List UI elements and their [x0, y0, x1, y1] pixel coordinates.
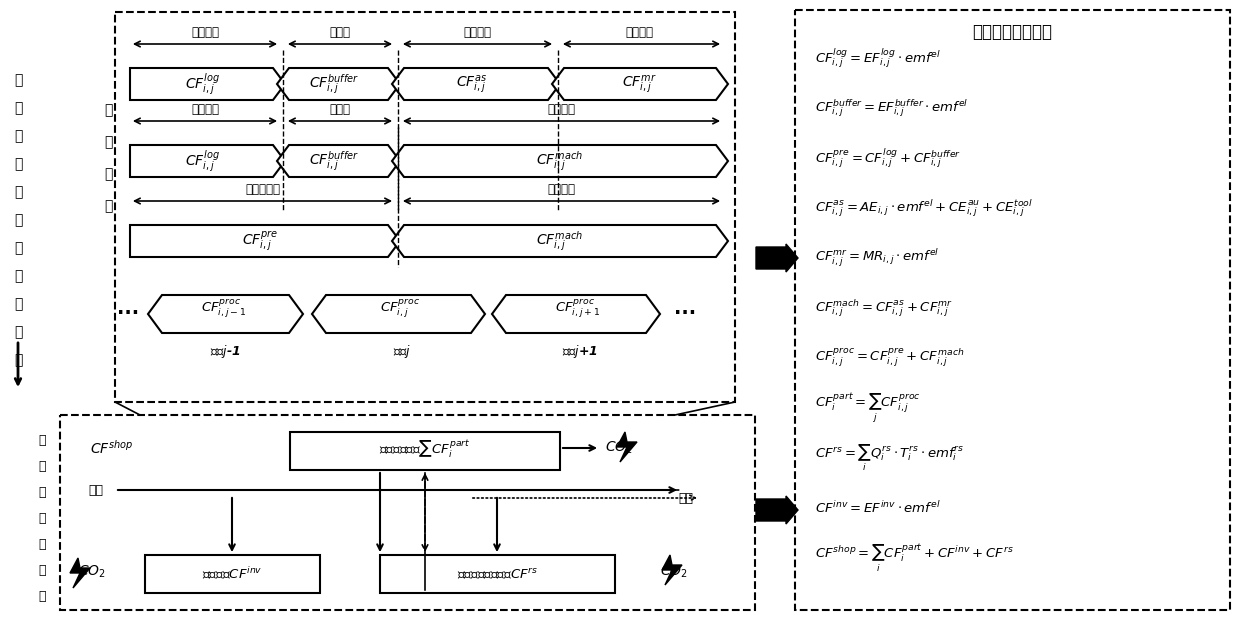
- Text: 缓存区: 缓存区: [330, 26, 351, 39]
- Text: $CF^{log}_{i,j} = EF^{log}_{i,j} \cdot emf^{el}$: $CF^{log}_{i,j} = EF^{log}_{i,j} \cdot e…: [815, 46, 941, 70]
- Text: 低: 低: [14, 353, 22, 367]
- Polygon shape: [662, 555, 682, 585]
- Text: $CF^{buffer}_{i,j}$: $CF^{buffer}_{i,j}$: [309, 149, 360, 173]
- Bar: [60, 415, 755, 610]
- Text: 物流过程: 物流过程: [191, 103, 219, 116]
- Text: 能源: 能源: [88, 483, 103, 497]
- Text: 零件加工过程$\sum CF^{part}_i$: 零件加工过程$\sum CF^{part}_i$: [379, 438, 471, 460]
- Text: $CF^{part}_{i} = \sum_{j} CF^{proc}_{i,j}$: $CF^{part}_{i} = \sum_{j} CF^{proc}_{i,j…: [815, 391, 920, 425]
- Text: 排: 排: [38, 563, 46, 576]
- Text: $CF^{shop} = \sum_{i} CF^{part}_{i} + CF^{inv} + CF^{rs}$: $CF^{shop} = \sum_{i} CF^{part}_{i} + CF…: [815, 542, 1013, 574]
- Text: $CO_2$: $CO_2$: [660, 564, 688, 580]
- Text: $CF^{proc}_{i,j}$: $CF^{proc}_{i,j}$: [381, 298, 420, 320]
- Text: $CF^{proc}_{i,j} = CF^{pre}_{i,j} + CF^{mach}_{i,j}$: $CF^{proc}_{i,j} = CF^{pre}_{i,j} + CF^{…: [815, 347, 965, 369]
- Text: $CO_2$: $CO_2$: [605, 440, 632, 456]
- Text: $CF^{as}_{i,j} = AE_{i,j} \cdot emf^{el} + CE^{au}_{i,j} + CE^{tool}_{i,j}$: $CF^{as}_{i,j} = AE_{i,j} \cdot emf^{el}…: [815, 197, 1033, 219]
- Polygon shape: [492, 295, 660, 333]
- Text: 排: 排: [14, 101, 22, 115]
- Text: ···: ···: [117, 305, 139, 323]
- Text: 切削过程: 切削过程: [625, 26, 653, 39]
- Text: $CF^{rs} = \sum_{i} Q^{rs}_{i} \cdot T^{rs}_{i} \cdot emf^{rs}_{i}$: $CF^{rs} = \sum_{i} Q^{rs}_{i} \cdot T^{…: [815, 443, 965, 473]
- Text: 工: 工: [104, 103, 112, 117]
- Bar: [795, 10, 1230, 610]
- Text: $CF^{mr}_{i,j}$: $CF^{mr}_{i,j}$: [621, 73, 656, 95]
- Polygon shape: [130, 225, 401, 257]
- Bar: [290, 432, 560, 470]
- Text: 车: 车: [38, 485, 46, 498]
- Text: 程: 程: [38, 589, 46, 602]
- Text: $CF^{proc}_{i,j+1}$: $CF^{proc}_{i,j+1}$: [556, 298, 600, 320]
- Text: ···: ···: [673, 305, 696, 323]
- Text: 到: 到: [14, 325, 22, 339]
- Text: 碳: 碳: [14, 73, 22, 87]
- Text: 估: 估: [14, 185, 22, 199]
- Polygon shape: [392, 68, 560, 100]
- Text: $CF^{inv} = EF^{inv} \cdot emf^{el}$: $CF^{inv} = EF^{inv} \cdot emf^{el}$: [815, 500, 941, 516]
- Text: $CO_2$: $CO_2$: [78, 564, 105, 580]
- Text: 放: 放: [14, 129, 22, 143]
- Polygon shape: [277, 145, 401, 177]
- Polygon shape: [618, 432, 637, 462]
- Polygon shape: [552, 68, 728, 100]
- Text: 物流过程: 物流过程: [191, 26, 219, 39]
- FancyArrow shape: [756, 244, 799, 272]
- Text: $CF^{shop}$: $CF^{shop}$: [91, 439, 134, 457]
- Text: 加工过程: 加工过程: [548, 103, 575, 116]
- Text: 度: 度: [14, 241, 22, 255]
- Text: 加工前准备: 加工前准备: [246, 183, 280, 196]
- Text: 回: 回: [38, 434, 46, 447]
- Text: 工: 工: [104, 199, 112, 213]
- FancyArrow shape: [756, 496, 799, 524]
- Text: 碳: 碳: [38, 538, 46, 551]
- Polygon shape: [130, 68, 285, 100]
- Text: $CF^{pre}_{i,j} = CF^{log}_{i,j} + CF^{buffer}_{i,j}$: $CF^{pre}_{i,j} = CF^{log}_{i,j} + CF^{b…: [815, 146, 961, 170]
- Polygon shape: [277, 68, 401, 100]
- Bar: [145, 555, 320, 593]
- Text: 工序$j$: 工序$j$: [393, 343, 412, 360]
- Text: 辅助过程: 辅助过程: [464, 26, 491, 39]
- Text: $CF^{mr}_{i,j} = MR_{i,j} \cdot emf^{el}$: $CF^{mr}_{i,j} = MR_{i,j} \cdot emf^{el}…: [815, 247, 940, 269]
- Polygon shape: [130, 145, 285, 177]
- Text: $CF^{buffer}_{i,j} = EF^{buffer}_{i,j} \cdot emf^{el}$: $CF^{buffer}_{i,j} = EF^{buffer}_{i,j} \…: [815, 97, 968, 119]
- Text: $CF^{log}_{i,j}$: $CF^{log}_{i,j}$: [185, 148, 219, 174]
- Text: $CF^{pre}_{i,j}$: $CF^{pre}_{i,j}$: [242, 229, 278, 253]
- Text: $CF^{proc}_{i,j-1}$: $CF^{proc}_{i,j-1}$: [201, 298, 246, 320]
- Text: 粒: 粒: [14, 213, 22, 227]
- Text: 废料: 废料: [678, 492, 693, 505]
- Polygon shape: [392, 145, 728, 177]
- Text: $CF^{log}_{i,j}$: $CF^{log}_{i,j}$: [185, 71, 219, 97]
- Polygon shape: [148, 295, 303, 333]
- Text: $CF^{mach}_{i,j} = CF^{as}_{i,j} + CF^{mr}_{i,j}$: $CF^{mach}_{i,j} = CF^{as}_{i,j} + CF^{m…: [815, 297, 952, 319]
- Polygon shape: [69, 558, 91, 588]
- Text: 评: 评: [14, 157, 22, 171]
- Text: $CF^{mach}_{i,j}$: $CF^{mach}_{i,j}$: [536, 149, 583, 173]
- Text: 车间库存$CF^{inv}$: 车间库存$CF^{inv}$: [202, 566, 263, 582]
- Text: 加: 加: [104, 167, 112, 181]
- Text: $CF^{buffer}_{i,j}$: $CF^{buffer}_{i,j}$: [309, 72, 360, 96]
- Text: 间: 间: [38, 511, 46, 525]
- Bar: [379, 555, 615, 593]
- Text: 工序$j$+1: 工序$j$+1: [562, 343, 598, 360]
- Text: $CF^{as}_{i,j}$: $CF^{as}_{i,j}$: [456, 73, 487, 95]
- Text: 高: 高: [14, 297, 22, 311]
- Bar: [115, 12, 735, 402]
- Text: 由: 由: [14, 269, 22, 283]
- Text: 归: 归: [38, 460, 46, 472]
- Polygon shape: [392, 225, 728, 257]
- Text: $CF^{mach}_{i,j}$: $CF^{mach}_{i,j}$: [536, 229, 583, 253]
- Text: 缓存区: 缓存区: [330, 103, 351, 116]
- Text: 工序$j$-1: 工序$j$-1: [210, 343, 241, 360]
- Text: 加工过程: 加工过程: [548, 183, 575, 196]
- Text: 件: 件: [104, 135, 112, 149]
- Text: 辅助设备耗能工质$CF^{rs}$: 辅助设备耗能工质$CF^{rs}$: [456, 566, 538, 581]
- Polygon shape: [312, 295, 485, 333]
- Text: 各部分碳排放计算: 各部分碳排放计算: [972, 23, 1053, 41]
